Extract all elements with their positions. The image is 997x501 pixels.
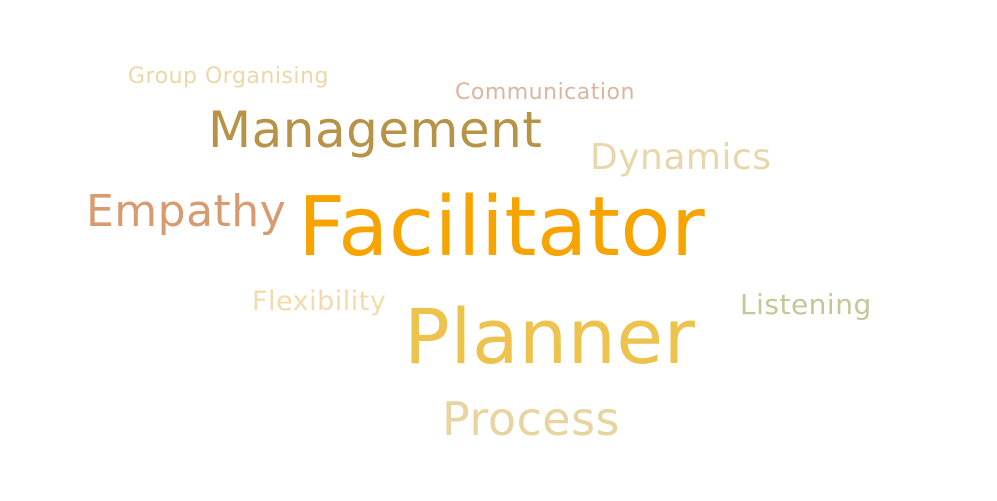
word-communication: Communication — [455, 80, 635, 105]
word-management: Management — [208, 101, 543, 159]
word-empathy: Empathy — [86, 186, 287, 237]
word-planner: Planner — [404, 292, 696, 381]
word-group-organising: Group Organising — [128, 64, 329, 89]
word-dynamics: Dynamics — [590, 137, 772, 178]
word-facilitator: Facilitator — [298, 180, 706, 275]
word-listening: Listening — [740, 288, 872, 321]
word-flexibility: Flexibility — [252, 286, 387, 317]
word-process: Process — [442, 392, 620, 446]
